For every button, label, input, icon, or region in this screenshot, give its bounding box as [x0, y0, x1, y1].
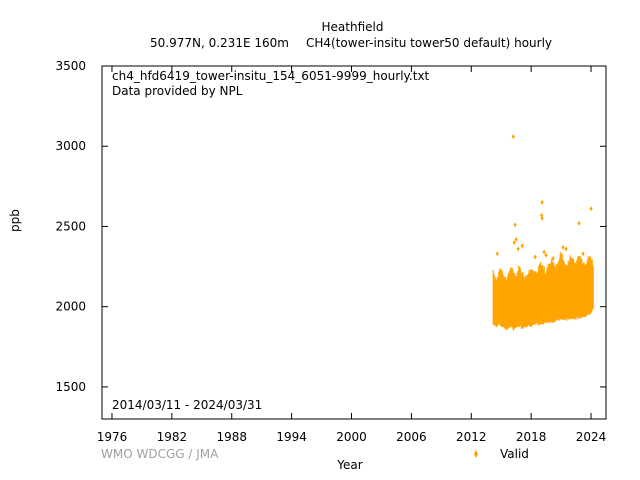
data-point	[516, 246, 520, 252]
data-point	[577, 220, 581, 226]
chart-subtitle-location: 50.977N, 0.231E 160m	[150, 36, 289, 50]
plot-frame	[101, 65, 607, 420]
chart-subtitle-variable: CH4(tower-insitu tower50 default) hourly	[306, 36, 553, 50]
data-point	[540, 215, 544, 221]
ticks-layer: 1500 2000 2500 3000 3500 1976 1982 1988 1994 2000…	[55, 59, 606, 444]
data-point	[495, 251, 499, 257]
data-point	[514, 236, 518, 242]
legend-marker-valid	[474, 450, 478, 458]
legend-label-valid: Valid	[500, 447, 529, 461]
x-tick-label: 2006	[396, 430, 427, 444]
data-point	[581, 251, 585, 257]
x-tick-label: 2000	[336, 430, 367, 444]
data-point	[520, 243, 524, 249]
data-point	[512, 240, 516, 245]
data-point	[542, 249, 546, 255]
provider-label: Data provided by NPL	[112, 84, 243, 98]
data-point	[511, 134, 515, 140]
x-tick-label: 2012	[456, 430, 487, 444]
data-point	[540, 199, 544, 205]
data-point	[589, 206, 593, 212]
data-point	[564, 246, 568, 252]
y-tick-label: 1500	[55, 380, 86, 394]
file-label: ch4_hfd6419_tower-insitu_154_6051-9999_h…	[112, 69, 430, 83]
period-label: 2014/03/11 - 2024/03/31	[112, 398, 262, 412]
x-tick-label: 1976	[97, 430, 128, 444]
x-axis-label: Year	[337, 458, 363, 472]
y-tick-label: 2500	[55, 219, 86, 233]
x-tick-label: 2018	[516, 430, 547, 444]
credit-text: WMO WDCGG / JMA	[101, 447, 219, 461]
y-tick-label: 2000	[55, 300, 86, 314]
data-point	[533, 254, 537, 260]
x-tick-label: 1982	[157, 430, 188, 444]
y-tick-label: 3500	[55, 59, 86, 73]
data-point	[544, 252, 548, 258]
data-layer	[492, 134, 594, 331]
data-point	[561, 244, 565, 250]
y-tick-label: 3000	[55, 139, 86, 153]
data-point	[551, 256, 555, 262]
chart-title: Heathfield	[321, 20, 384, 34]
data-point	[513, 222, 517, 228]
x-tick-label: 1994	[276, 430, 307, 444]
x-tick-label: 1988	[216, 430, 247, 444]
x-tick-label: 2024	[576, 430, 607, 444]
